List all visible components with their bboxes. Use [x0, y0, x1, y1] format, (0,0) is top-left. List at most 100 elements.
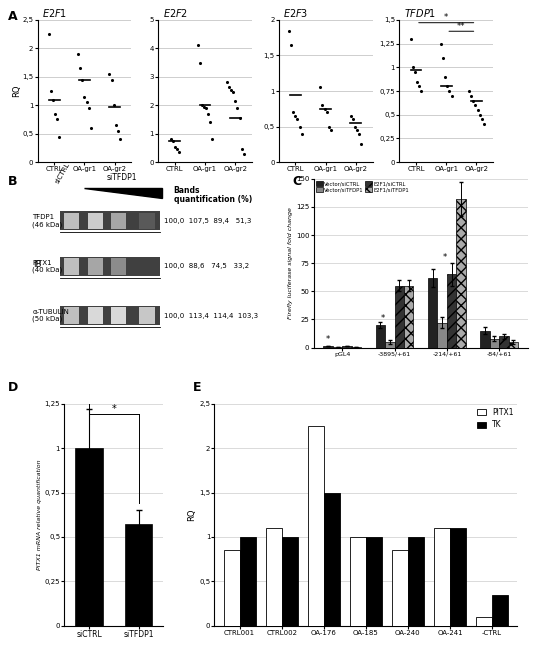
Text: A: A [8, 10, 18, 23]
Point [285, 25, 293, 36]
Bar [139, 307, 155, 324]
Point [297, 128, 306, 139]
Point [200, 101, 209, 112]
Point [289, 107, 297, 118]
Point [480, 119, 488, 130]
Point [233, 103, 242, 113]
Point [467, 91, 475, 101]
Text: *: * [444, 13, 448, 23]
Point [473, 105, 482, 115]
Bar [266, 528, 282, 626]
Point [355, 128, 363, 139]
Point [235, 113, 244, 123]
Text: siTFDP1: siTFDP1 [107, 173, 137, 182]
Bar [324, 493, 340, 626]
Point [287, 40, 295, 50]
Text: 100,0  113,4  114,4  103,3: 100,0 113,4 114,4 103,3 [164, 312, 258, 318]
Text: IB: IB [33, 260, 42, 269]
Bar [87, 258, 103, 275]
Point [225, 81, 233, 92]
Point [193, 40, 202, 51]
Point [475, 109, 484, 120]
Bar [385, 342, 394, 348]
Point [196, 57, 204, 68]
Point [166, 134, 175, 145]
Point [109, 100, 118, 111]
Text: D: D [8, 381, 18, 394]
Bar [139, 258, 155, 275]
Bar [447, 274, 456, 348]
Point [47, 85, 55, 96]
Bar [64, 213, 79, 229]
Bar [111, 213, 126, 229]
Text: 100,0  107,5  89,4   51,3: 100,0 107,5 89,4 51,3 [164, 218, 251, 224]
Point [173, 144, 181, 155]
Bar [139, 213, 155, 229]
Y-axis label: Firefly luciferase signal fold change: Firefly luciferase signal fold change [288, 207, 293, 319]
Point [471, 100, 480, 111]
Point [465, 85, 473, 96]
Bar [224, 550, 240, 626]
Point [229, 87, 237, 98]
Point [417, 85, 426, 96]
Point [53, 114, 62, 124]
Y-axis label: RQ: RQ [187, 508, 196, 521]
Bar [282, 537, 297, 626]
Point [80, 91, 89, 102]
Text: $\it{E2F1}$: $\it{E2F1}$ [42, 7, 68, 19]
Point [198, 100, 206, 111]
Bar [76, 448, 103, 626]
Bar [437, 323, 447, 348]
Point [51, 109, 59, 119]
Bar [456, 199, 466, 348]
Y-axis label: RQ: RQ [12, 85, 21, 97]
Point [351, 121, 359, 132]
Bar [366, 537, 382, 626]
Text: *: * [111, 404, 116, 414]
Point [111, 120, 120, 130]
Bar [308, 426, 324, 626]
Point [291, 111, 300, 121]
Text: C: C [292, 175, 301, 189]
Text: PITX1
(40 kDa): PITX1 (40 kDa) [32, 260, 62, 273]
Point [49, 94, 57, 105]
Bar [499, 336, 509, 348]
Bar [408, 537, 424, 626]
Point [237, 144, 246, 155]
Point [231, 96, 240, 107]
Text: B: B [8, 175, 18, 189]
Point [175, 147, 183, 158]
Point [222, 77, 231, 88]
Point [86, 122, 95, 133]
Point [322, 107, 331, 118]
Text: *: * [326, 335, 330, 344]
Point [55, 131, 64, 142]
Point [437, 38, 445, 49]
Point [348, 114, 357, 124]
Point [105, 69, 114, 79]
Bar [450, 528, 466, 626]
Point [357, 139, 366, 150]
Point [84, 103, 93, 113]
Polygon shape [84, 187, 162, 198]
Point [441, 71, 450, 82]
Point [116, 134, 124, 145]
Text: TFDP1
(46 kDa): TFDP1 (46 kDa) [32, 214, 62, 228]
Point [114, 126, 122, 136]
Point [168, 136, 177, 146]
Text: α-TUBULIN
(50 kDa): α-TUBULIN (50 kDa) [32, 309, 69, 322]
Point [44, 29, 53, 40]
Bar [350, 537, 366, 626]
Point [408, 62, 417, 73]
Point [206, 117, 214, 128]
Bar [490, 338, 499, 348]
Bar [428, 278, 437, 348]
Bar [492, 594, 508, 626]
Point [204, 109, 212, 119]
Point [443, 81, 451, 91]
Point [227, 84, 235, 95]
Bar [64, 307, 79, 324]
Point [415, 81, 423, 91]
Text: **: ** [457, 22, 466, 30]
Point [202, 103, 210, 113]
